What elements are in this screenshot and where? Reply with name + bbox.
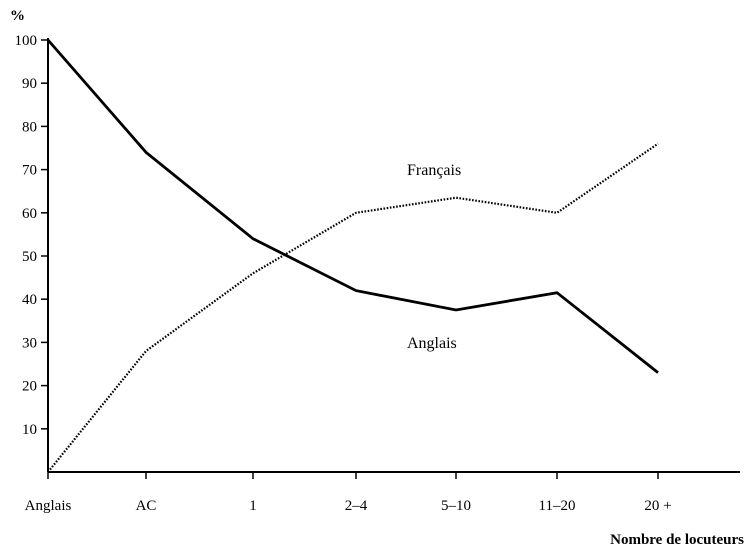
y-tick-label-80: 80 <box>22 119 37 135</box>
x-axis-title: Nombre de locuteurs <box>610 532 744 548</box>
y-tick-label-30: 30 <box>22 335 37 351</box>
y-tick-label-60: 60 <box>22 206 37 222</box>
x-tick-label-1: AC <box>136 498 157 514</box>
series-label-0: Anglais <box>407 335 457 352</box>
y-tick-label-50: 50 <box>22 249 37 265</box>
y-tick-label-100: 100 <box>15 33 38 49</box>
series-lines <box>46 39 659 473</box>
x-tick-label-3: 2–4 <box>345 498 368 514</box>
ticks: 10 20 30 40 50 60 70 80 90 100 Anglais AC 1 2–4 5–10 11… <box>15 33 672 514</box>
x-tick-label-0: Anglais <box>25 498 72 514</box>
y-tick-label-90: 90 <box>22 76 37 92</box>
x-tick-label-4: 5–10 <box>441 498 471 514</box>
y-tick-label-70: 70 <box>22 163 37 179</box>
y-tick-label-40: 40 <box>22 292 37 308</box>
x-tick-label-2: 1 <box>249 498 257 514</box>
y-axis-title: % <box>10 8 25 24</box>
series-line-1 <box>47 142 659 473</box>
x-tick-label-6: 20 + <box>644 498 671 514</box>
y-tick-label-10: 10 <box>22 422 37 438</box>
axes <box>47 38 740 473</box>
labels: % Nombre de locuteurs Anglais Français <box>10 8 744 548</box>
series-label-1: Français <box>407 162 461 179</box>
y-tick-label-20: 20 <box>22 379 37 395</box>
series-line-0 <box>46 39 659 374</box>
x-tick-label-5: 11–20 <box>539 498 576 514</box>
